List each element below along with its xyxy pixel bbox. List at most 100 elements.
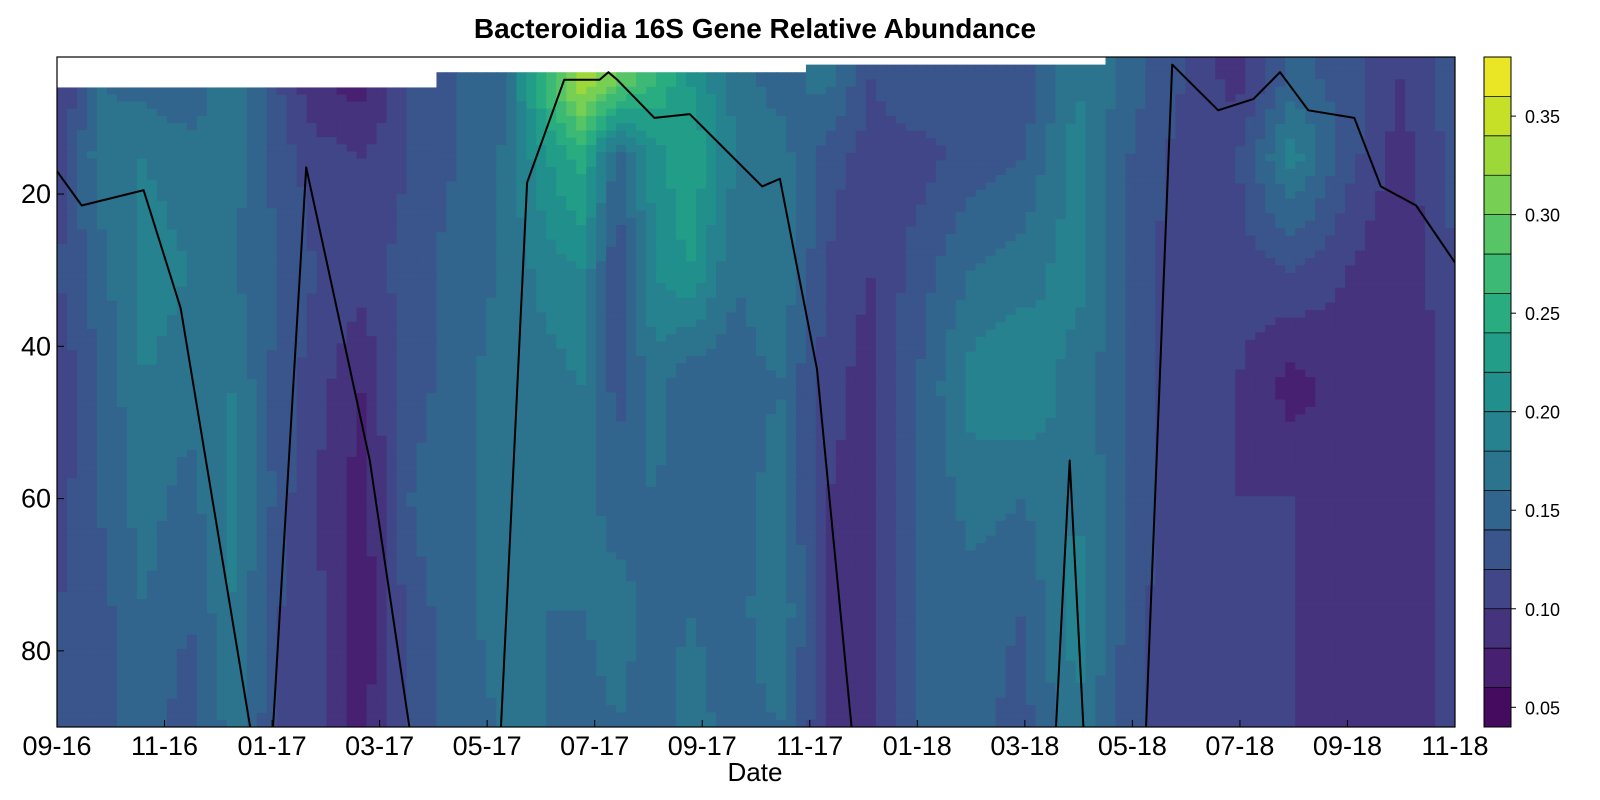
heatmap-cell [96, 243, 108, 252]
heatmap-cell [346, 378, 358, 387]
heatmap-cell [316, 194, 328, 202]
heatmap-cell [326, 591, 338, 600]
heatmap-cell [366, 435, 378, 444]
heatmap-cell [86, 556, 98, 565]
heatmap-cell [476, 130, 487, 139]
heatmap-cell [216, 265, 228, 273]
heatmap-cell [316, 400, 328, 408]
heatmap-cell [216, 279, 228, 288]
heatmap-cell [186, 222, 198, 231]
heatmap-cell [136, 520, 148, 529]
heatmap-cell [96, 556, 108, 565]
heatmap-cell [136, 698, 148, 707]
heatmap-cell [576, 712, 587, 721]
heatmap-cell [266, 265, 278, 273]
heatmap-cell [486, 174, 497, 182]
heatmap-cell [596, 144, 607, 153]
heatmap-cell [476, 697, 487, 706]
heatmap-cell [466, 508, 477, 517]
heatmap-cell [216, 208, 228, 216]
heatmap-cell [446, 639, 458, 648]
heatmap-cell [466, 690, 477, 699]
heatmap-cell [126, 584, 138, 593]
heatmap-cell [286, 87, 298, 96]
heatmap-cell [116, 186, 128, 195]
heatmap-cell [536, 79, 547, 88]
heatmap-cell [396, 641, 408, 650]
heatmap-cell [566, 348, 577, 357]
heatmap-cell [166, 329, 178, 337]
heatmap-cell [556, 603, 567, 612]
heatmap-cell [176, 442, 188, 451]
heatmap-cell [456, 494, 468, 503]
heatmap-cell [146, 442, 158, 451]
heatmap-cell [316, 478, 328, 486]
heatmap-cell [436, 712, 448, 721]
heatmap-cell [486, 508, 497, 517]
heatmap-cell [496, 399, 507, 408]
heatmap-cell [456, 421, 468, 430]
heatmap-cell [326, 165, 338, 174]
heatmap-cell [486, 348, 497, 357]
heatmap-cell [236, 691, 248, 700]
heatmap-cell [206, 307, 218, 316]
heatmap-cell [576, 152, 587, 161]
heatmap-cell [576, 516, 587, 524]
heatmap-cell [306, 357, 318, 366]
heatmap-cell [346, 528, 358, 536]
heatmap-cell [506, 610, 517, 619]
heatmap-cell [86, 279, 98, 288]
heatmap-cell [116, 712, 128, 721]
heatmap-cell [466, 392, 477, 401]
heatmap-cell [436, 86, 448, 95]
heatmap-cell [566, 246, 577, 255]
heatmap-cell [186, 144, 198, 153]
heatmap-cell [196, 137, 208, 145]
heatmap-cell [146, 471, 158, 479]
heatmap-cell [566, 654, 577, 663]
heatmap-cell [166, 151, 178, 160]
heatmap-cell [256, 393, 268, 401]
heatmap-cell [86, 691, 98, 700]
heatmap-cell [606, 392, 617, 401]
heatmap-cell [596, 370, 607, 379]
heatmap-cell [396, 542, 408, 550]
heatmap-cell [236, 293, 248, 302]
heatmap-cell [526, 501, 537, 510]
heatmap-cell [336, 535, 348, 543]
heatmap-cell [216, 620, 228, 629]
heatmap-cell [576, 137, 587, 146]
heatmap-cell [276, 393, 288, 401]
heatmap-cell [76, 279, 88, 288]
heatmap-cell [86, 130, 98, 138]
heatmap-cell [316, 357, 328, 366]
heatmap-cell [236, 535, 248, 543]
heatmap-cell [436, 668, 448, 677]
heatmap-cell [166, 577, 178, 586]
heatmap-cell [226, 329, 238, 337]
heatmap-cell [326, 414, 338, 423]
heatmap-cell [336, 556, 348, 565]
heatmap-cell [306, 449, 318, 458]
heatmap-cell [276, 350, 288, 359]
heatmap-cell [216, 108, 228, 117]
heatmap-cell [216, 314, 228, 323]
heatmap-cell [536, 123, 547, 132]
heatmap-cell [406, 279, 418, 288]
heatmap-cell [66, 506, 78, 515]
heatmap-cell [106, 186, 118, 195]
heatmap-cell [366, 172, 378, 181]
heatmap-cell [336, 385, 348, 394]
heatmap-cell [456, 581, 468, 590]
heatmap-cell [76, 719, 88, 727]
heatmap-cell [246, 506, 258, 515]
heatmap-cell [196, 677, 208, 685]
heatmap-cell [206, 456, 218, 465]
heatmap-cell [326, 94, 338, 103]
heatmap-cell [486, 166, 497, 175]
heatmap-cell [456, 188, 468, 197]
heatmap-cell [356, 606, 368, 614]
heatmap-cell [296, 691, 308, 700]
heatmap-cell [76, 542, 88, 550]
heatmap-cell [376, 201, 388, 209]
